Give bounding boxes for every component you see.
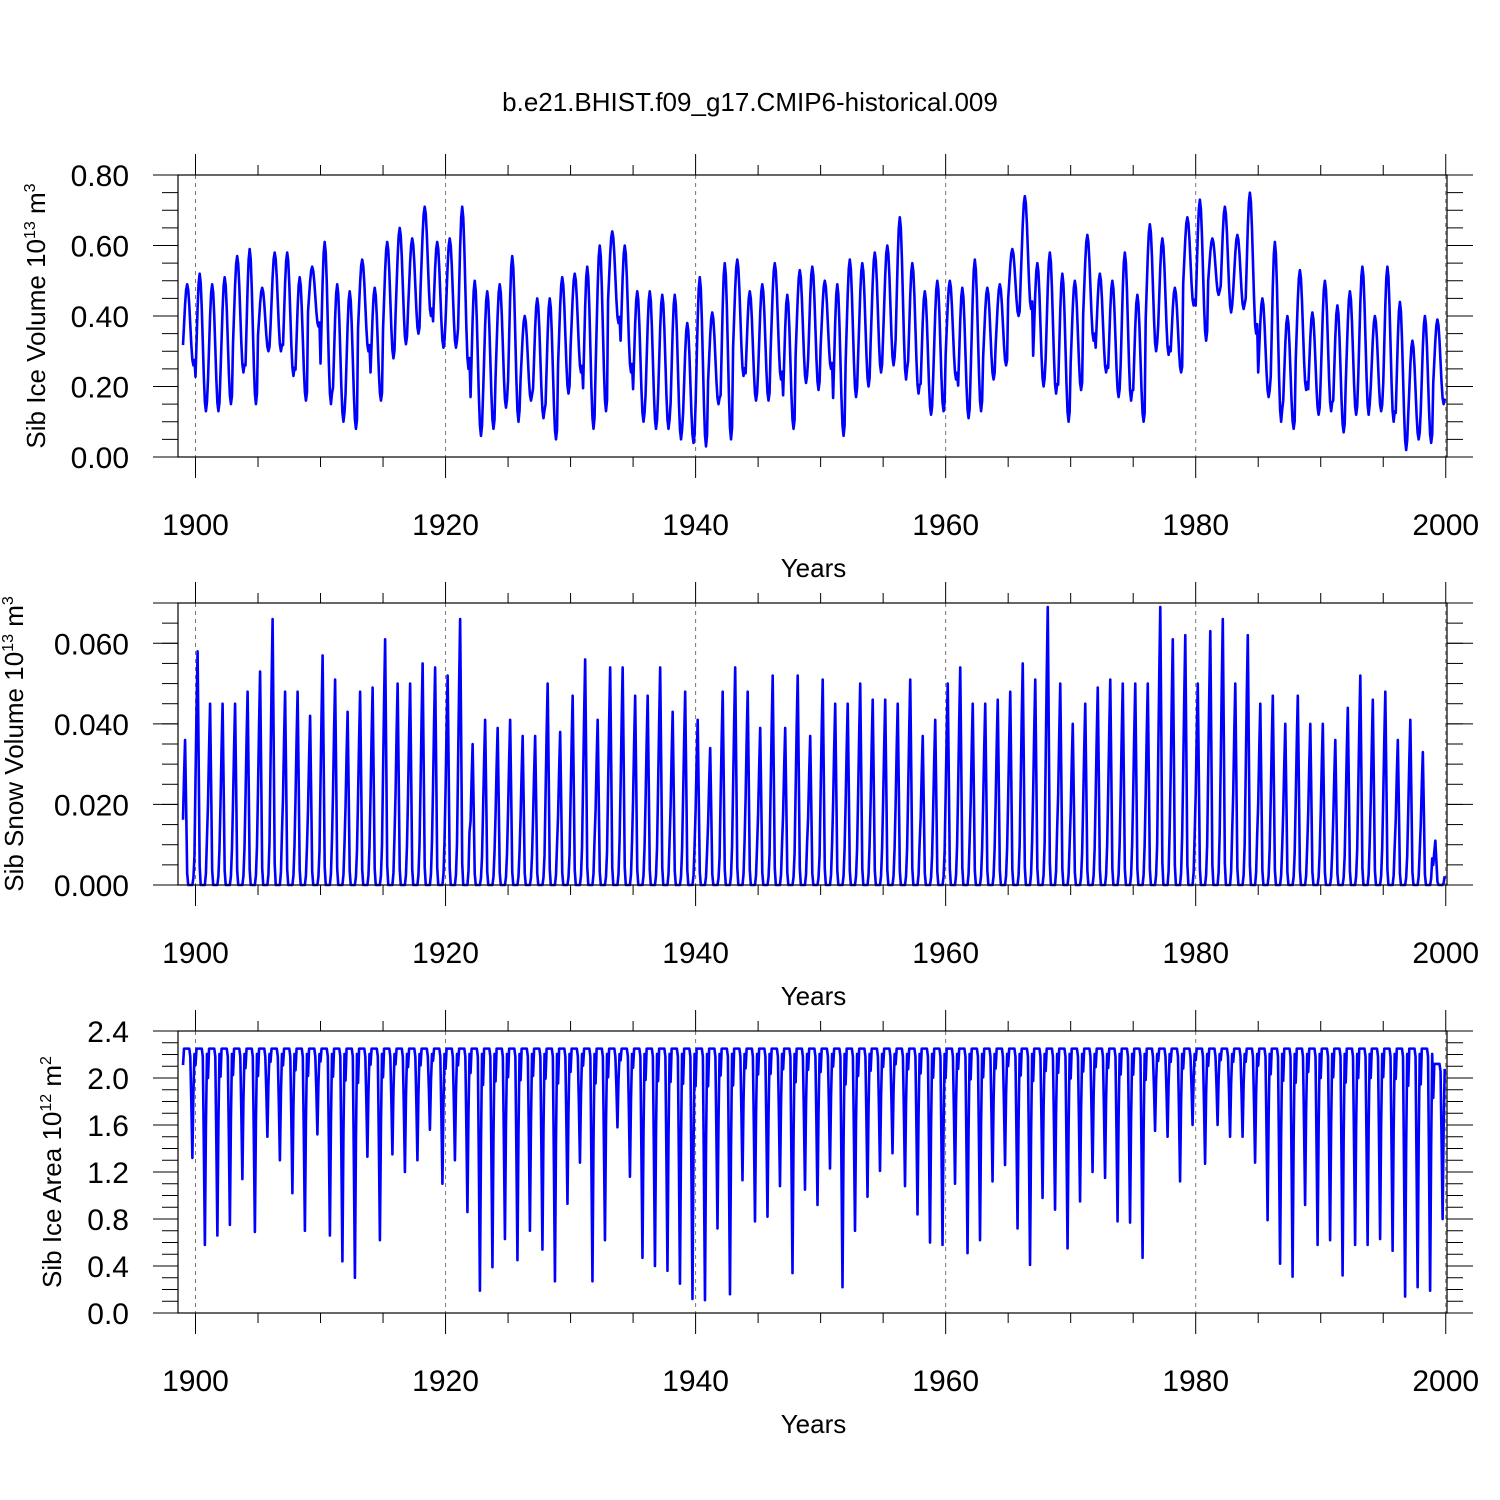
ice-volume-y-tick-label: 0.20 (71, 372, 129, 405)
ice-volume-panel: 0.00 0.20 0.40 0.60 0.80 1900 1920 1940 1960 1980… (21, 154, 1479, 583)
ice-area-y-axis-label: Sib Ice Area 1012 m2 (37, 1056, 67, 1288)
ice-area-panel: 0.0 0.4 0.8 1.2 1.6 2.0 2.4 1900 1920 1940 1960 198… (37, 1010, 1479, 1439)
ice-area-y-tick-label: 2.4 (87, 1016, 129, 1049)
snow-volume-y-tick-label: 0.020 (54, 789, 129, 822)
ice-volume-y-tick-label: 0.80 (71, 160, 129, 193)
ice-volume-series-line (181, 191, 1446, 452)
snow-volume-x-tick-label: 2000 (1412, 937, 1479, 970)
ice-area-x-tick-label: 1980 (1162, 1365, 1229, 1398)
snow-volume-series-line (181, 605, 1446, 887)
ice-area-x-axis-label: Years (781, 1409, 847, 1439)
ice-area-x-tick-label: 1900 (162, 1365, 229, 1398)
ice-volume-y-tick-label: 0.60 (71, 231, 129, 264)
snow-volume-x-tick-label: 1900 (162, 937, 229, 970)
ice-volume-x-tick-label: 1920 (412, 509, 479, 542)
ice-volume-x-tick-label: 1940 (662, 509, 729, 542)
ice-volume-x-tick-label: 2000 (1412, 509, 1479, 542)
ice-area-y-tick-label: 0.0 (87, 1298, 129, 1331)
snow-volume-x-tick-label: 1920 (412, 937, 479, 970)
snow-volume-y-axis-label: Sib Snow Volume 1013 m3 (0, 596, 29, 892)
figure-title: b.e21.BHIST.f09_g17.CMIP6-historical.009 (502, 87, 998, 117)
ice-area-y-tick-label: 2.0 (87, 1063, 129, 1096)
ice-volume-x-tick-label: 1980 (1162, 509, 1229, 542)
ice-volume-x-tick-label: 1960 (912, 509, 979, 542)
ice-area-y-tick-label: 0.8 (87, 1204, 129, 1237)
snow-volume-x-tick-label: 1960 (912, 937, 979, 970)
ice-volume-y-tick-label: 0.40 (71, 301, 129, 334)
ice-area-y-tick-label: 0.4 (87, 1251, 129, 1284)
ice-volume-y-axis-label: Sib Ice Volume 1013 m3 (21, 183, 51, 448)
panels: 0.00 0.20 0.40 0.60 0.80 1900 1920 1940 1960 1980… (0, 154, 1479, 1439)
snow-volume-y-tick-label: 0.040 (54, 709, 129, 742)
ice-volume-plot-frame (177, 174, 1448, 458)
snow-volume-x-tick-label: 1940 (662, 937, 729, 970)
ice-area-y-tick-label: 1.6 (87, 1110, 129, 1143)
ice-area-y-tick-label: 1.2 (87, 1157, 129, 1190)
ice-volume-y-tick-label: 0.00 (71, 442, 129, 475)
snow-volume-y-tick-label: 0.060 (54, 628, 129, 661)
snow-volume-x-tick-label: 1980 (1162, 937, 1229, 970)
ice-area-x-tick-label: 1920 (412, 1365, 479, 1398)
snow-volume-panel: 0.000 0.020 0.040 0.060 1900 1920 1940 1960 1980… (0, 582, 1479, 1011)
ice-area-series-line (181, 1047, 1447, 1302)
ice-area-x-tick-label: 1960 (912, 1365, 979, 1398)
ice-area-x-tick-label: 1940 (662, 1365, 729, 1398)
snow-volume-y-tick-label: 0.000 (54, 870, 129, 903)
ice-volume-x-axis-label: Years (781, 553, 847, 583)
snow-volume-x-axis-label: Years (781, 981, 847, 1011)
ice-area-x-tick-label: 2000 (1412, 1365, 1479, 1398)
ice-volume-x-tick-label: 1900 (162, 509, 229, 542)
